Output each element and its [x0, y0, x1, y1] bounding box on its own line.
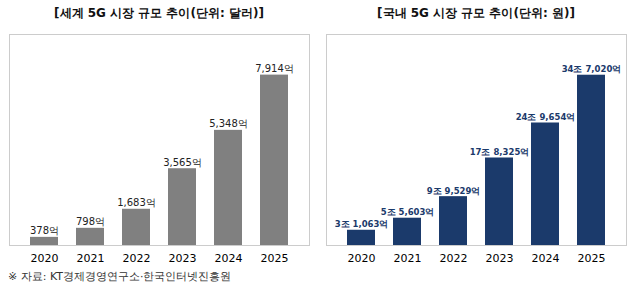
svg-text:2022: 2022: [123, 252, 151, 265]
html-text:※ 자료: KT경제경영연구소·한국인터넷진흥원: ※ 자료: KT경제경영연구소·한국인터넷진흥원: [8, 270, 232, 283]
svg-text:2022: 2022: [440, 252, 468, 265]
svg-text:7,914억: 7,914억: [255, 63, 294, 74]
svg-text:2024: 2024: [532, 252, 560, 265]
svg-text:2024: 2024: [215, 252, 243, 265]
svg-text:9조 9,529억: 9조 9,529억: [427, 186, 481, 196]
svg-text:798억: 798억: [76, 216, 105, 227]
svg-text:2021: 2021: [394, 252, 422, 265]
svg-text:24조 9,654억: 24조 9,654억: [516, 112, 576, 122]
svg-text:2025: 2025: [261, 252, 289, 265]
svg-text:2020: 2020: [31, 252, 59, 265]
svg-text:3조 1,063억: 3조 1,063억: [335, 219, 389, 229]
svg-text:2021: 2021: [77, 252, 105, 265]
svg-text:5,348억: 5,348억: [209, 118, 248, 129]
svg-text:5조 5,603억: 5조 5,603억: [381, 207, 435, 217]
svg-text:2025: 2025: [578, 252, 606, 265]
html-text:[국내 5G 시장 규모 추이(단위: 원)]: [국내 5G 시장 규모 추이(단위: 원)]: [377, 6, 575, 20]
svg-text:378억: 378억: [30, 225, 59, 236]
svg-text:2023: 2023: [169, 252, 197, 265]
svg-text:1,683억: 1,683억: [117, 197, 156, 208]
svg-text:17조 8,325억: 17조 8,325억: [470, 147, 530, 157]
svg-text:2023: 2023: [486, 252, 514, 265]
svg-text:34조 7,020억: 34조 7,020억: [562, 64, 622, 74]
html-text:[세계 5G 시장 규모 추이(단위: 달러)]: [세계 5G 시장 규모 추이(단위: 달러)]: [54, 6, 264, 20]
svg-text:2020: 2020: [348, 252, 376, 265]
svg-text:3,565억: 3,565억: [163, 157, 202, 168]
